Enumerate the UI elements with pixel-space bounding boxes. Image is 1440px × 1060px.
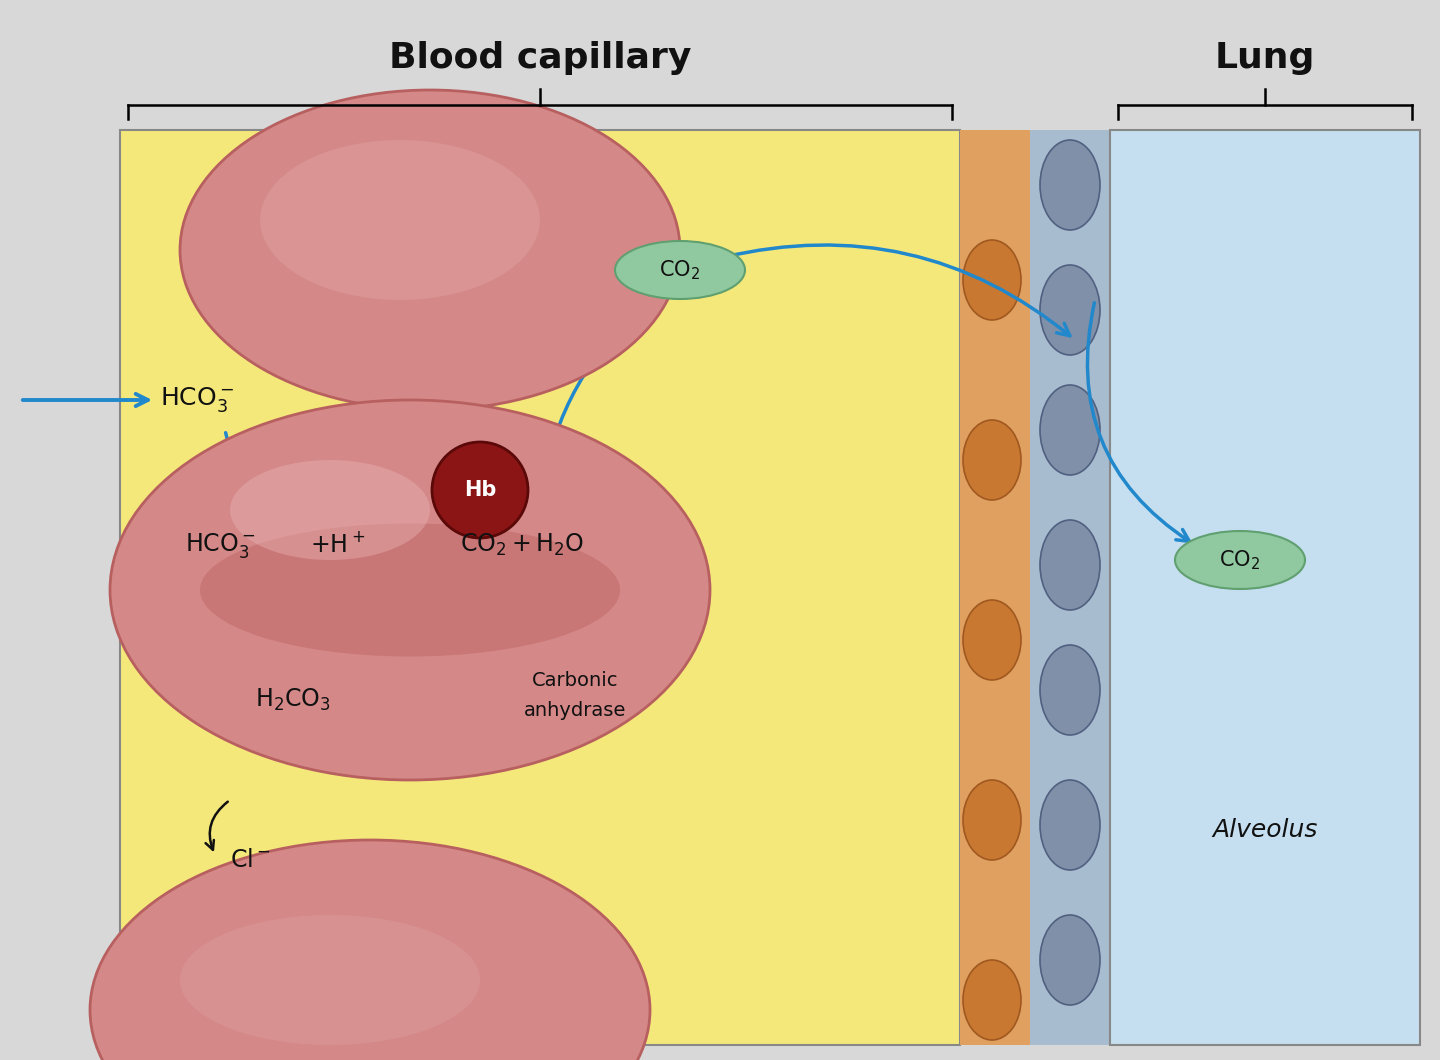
Text: $\mathrm{CO_2 + H_2O}$: $\mathrm{CO_2 + H_2O}$ (459, 532, 585, 559)
Ellipse shape (180, 915, 480, 1045)
Text: $\mathrm{Cl^-}$: $\mathrm{Cl^-}$ (230, 848, 271, 872)
Ellipse shape (963, 240, 1021, 320)
Bar (1030, 130, 1110, 1045)
Text: Carbonic: Carbonic (531, 671, 618, 689)
Text: Alveolus: Alveolus (1212, 818, 1318, 842)
Ellipse shape (261, 140, 540, 300)
Ellipse shape (963, 420, 1021, 500)
Circle shape (432, 442, 528, 538)
Ellipse shape (1040, 265, 1100, 355)
Ellipse shape (180, 90, 680, 410)
Ellipse shape (1040, 140, 1100, 230)
Ellipse shape (109, 400, 710, 780)
Text: $\mathrm{HCO_3^-}$: $\mathrm{HCO_3^-}$ (184, 530, 255, 560)
Ellipse shape (963, 780, 1021, 860)
Ellipse shape (615, 241, 744, 299)
Text: $\mathrm{+ H^+}$: $\mathrm{+ H^+}$ (310, 532, 366, 558)
Text: anhydrase: anhydrase (524, 701, 626, 720)
Ellipse shape (1040, 385, 1100, 475)
Ellipse shape (200, 524, 621, 656)
Bar (960, 130, 1030, 1045)
Bar (120, 130, 960, 1045)
Ellipse shape (89, 840, 649, 1060)
Text: $\mathrm{H_2CO_3}$: $\mathrm{H_2CO_3}$ (255, 687, 331, 713)
Text: $\mathrm{CO_2}$: $\mathrm{CO_2}$ (1220, 548, 1260, 571)
Ellipse shape (1040, 644, 1100, 735)
Ellipse shape (1040, 520, 1100, 610)
Ellipse shape (1040, 915, 1100, 1005)
Text: Hb: Hb (464, 480, 497, 500)
Text: $\mathrm{CO_2}$: $\mathrm{CO_2}$ (660, 259, 700, 282)
Ellipse shape (230, 460, 431, 560)
Ellipse shape (1175, 531, 1305, 589)
Bar (1110, 130, 1420, 1045)
Ellipse shape (963, 600, 1021, 681)
Text: Lung: Lung (1215, 41, 1315, 75)
Text: $\mathrm{HCO_3^-}$: $\mathrm{HCO_3^-}$ (160, 386, 235, 414)
Ellipse shape (963, 960, 1021, 1040)
Ellipse shape (1040, 780, 1100, 870)
Text: Blood capillary: Blood capillary (389, 41, 691, 75)
